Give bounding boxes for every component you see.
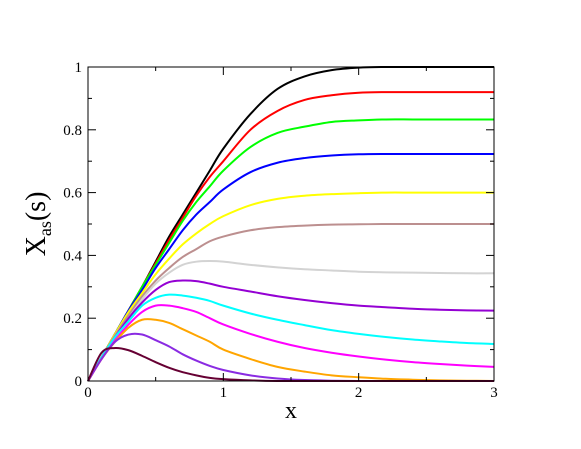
series-line-10: [87, 304, 495, 382]
series-line-6: [87, 222, 494, 382]
y-tick-label: 0.4: [63, 248, 82, 264]
y-axis-title-sub: as: [35, 221, 55, 236]
y-tick-label: 0: [75, 374, 83, 390]
series-line-8: [87, 279, 495, 382]
y-tick-label: 0.6: [63, 186, 82, 202]
series-line-5: [87, 191, 494, 382]
tick-layer: 0 1 2 3 0 0.2 0.4 0.6 0.8 1: [63, 60, 498, 401]
series-line-4: [87, 152, 494, 382]
svg-text:Xas(s): Xas(s): [21, 192, 55, 257]
y-axis-title-tail: (s): [21, 192, 52, 222]
series-line-11: [87, 318, 495, 382]
series-layer: [87, 65, 495, 383]
y-axis-title: Xas(s): [21, 192, 55, 257]
x-tick-label: 0: [84, 385, 92, 401]
x-tick-label: 3: [490, 385, 498, 401]
x-tick-label: 1: [220, 385, 228, 401]
y-tick-label: 0.8: [63, 123, 82, 139]
x-axis-title: x: [285, 398, 297, 424]
y-tick-label: 1: [75, 60, 83, 76]
y-tick-label: 0.2: [63, 311, 82, 327]
y-axis-title-main: X: [21, 236, 52, 256]
x-tick-label: 2: [355, 385, 363, 401]
series-line-9: [87, 293, 495, 382]
